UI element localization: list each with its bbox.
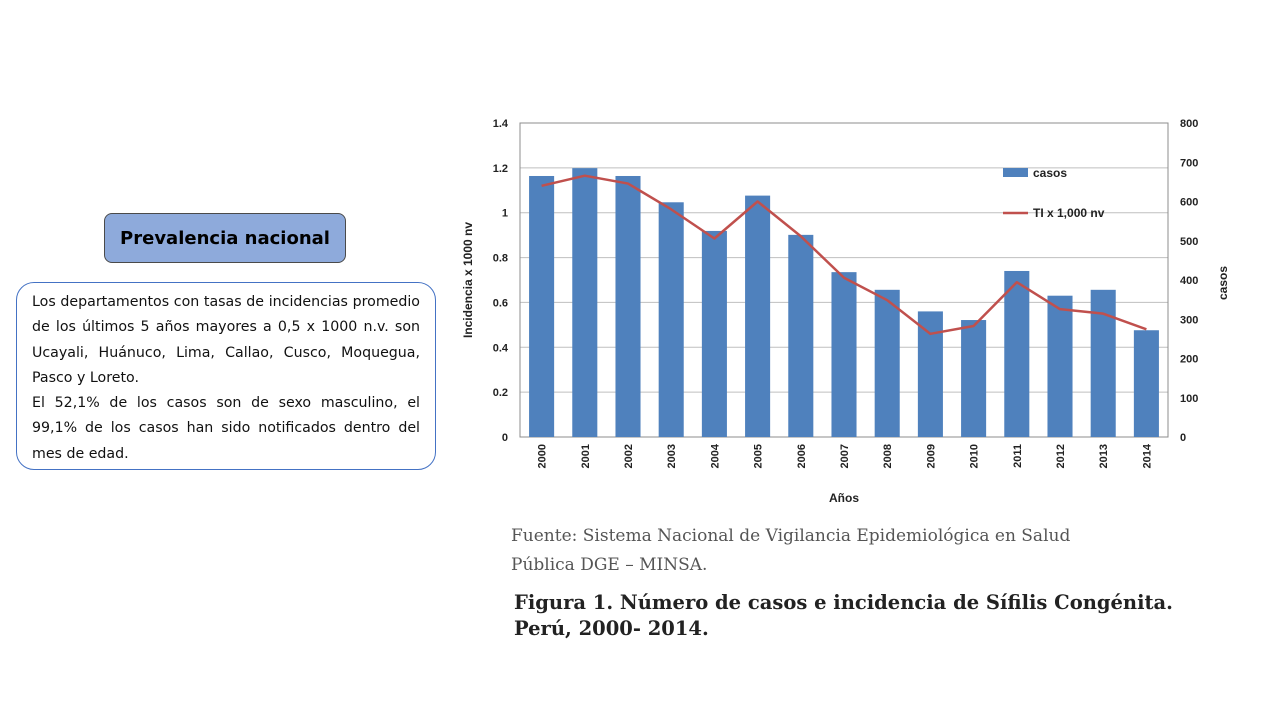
description-box: Los departamentos con tasas de incidenci… (16, 282, 436, 470)
y2-tick-label: 800 (1180, 118, 1198, 130)
x-tick-label: 2008 (882, 444, 894, 468)
bar (788, 234, 814, 437)
prevalencia-badge: Prevalencia nacional (104, 213, 346, 263)
bar (658, 202, 684, 437)
bar (917, 311, 943, 437)
y2-tick-label: 700 (1180, 157, 1198, 169)
y-tick-label: 0.6 (493, 297, 508, 309)
source-note: Fuente: Sistema Nacional de Vigilancia E… (511, 522, 1231, 580)
bar (874, 289, 900, 437)
caption-line-2: Perú, 2000- 2014. (514, 617, 709, 640)
bar (831, 272, 857, 437)
bar (572, 168, 598, 437)
x-tick-label: 2000 (537, 444, 549, 468)
bar (1004, 270, 1030, 437)
x-tick-label: 2007 (839, 444, 851, 468)
figure-caption: Figura 1. Número de casos e incidencia d… (514, 590, 1234, 642)
bar (745, 195, 771, 437)
x-tick-label: 2006 (796, 444, 808, 468)
description-paragraph-2: El 52,1% de los casos son de sexo mascul… (32, 395, 420, 462)
syphilis-chart: 0 0.2 0.4 0.6 0.8 1 1.2 1.4 0 100 200 300 400 500 600 7… (461, 118, 1230, 505)
x-tick-label: 2001 (580, 444, 592, 468)
caption-line-1: Figura 1. Número de casos e incidencia d… (514, 591, 1173, 614)
x-tick-label: 2013 (1098, 444, 1110, 468)
legend-label-ti: TI x 1,000 nv (1033, 206, 1105, 220)
y2-tick-label: 200 (1180, 354, 1198, 366)
incidence-line (541, 174, 1147, 336)
y2-axis-title: casos (1216, 266, 1230, 300)
legend-label-casos: casos (1033, 166, 1067, 180)
x-tick-label: 2009 (925, 444, 937, 468)
y-tick-label: 1.2 (493, 163, 508, 175)
x-tick-label: 2010 (969, 444, 981, 468)
x-tick-label: 2004 (709, 443, 721, 468)
bar (529, 175, 555, 438)
bar (615, 175, 641, 438)
y-tick-label: 0.4 (493, 342, 509, 354)
bar (701, 230, 727, 437)
y-axis-title: Incidencia x 1000 nv (461, 222, 475, 338)
source-line-1: Fuente: Sistema Nacional de Vigilancia E… (511, 526, 1071, 546)
y-tick-label: 1 (502, 208, 508, 220)
y2-tick-label: 300 (1180, 314, 1198, 326)
description-paragraph-1: Los departamentos con tasas de incidenci… (32, 294, 420, 386)
y-tick-label: 0 (502, 432, 508, 444)
badge-label: Prevalencia nacional (120, 227, 330, 249)
y2-tick-label: 600 (1180, 197, 1198, 209)
x-axis-title: Años (829, 491, 859, 505)
bar (961, 320, 987, 437)
y2-tick-label: 0 (1180, 432, 1186, 444)
y2-tick-label: 100 (1180, 393, 1198, 405)
bar (1047, 295, 1073, 437)
y2-tick-label: 500 (1180, 236, 1198, 248)
legend-swatch-casos (1003, 168, 1028, 177)
x-tick-label: 2005 (753, 444, 765, 468)
x-tick-label: 2012 (1055, 444, 1067, 468)
bar (1133, 330, 1159, 437)
source-line-2: Pública DGE – MINSA. (511, 555, 708, 575)
x-tick-label: 2002 (623, 444, 635, 468)
y-tick-label: 0.2 (493, 387, 508, 399)
y-tick-label: 0.8 (493, 253, 508, 265)
y-tick-label: 1.4 (493, 118, 509, 130)
x-tick-label: 2014 (1141, 443, 1153, 468)
y2-tick-label: 400 (1180, 275, 1198, 287)
x-tick-label: 2003 (666, 444, 678, 468)
x-tick-label: 2011 (1012, 444, 1024, 468)
